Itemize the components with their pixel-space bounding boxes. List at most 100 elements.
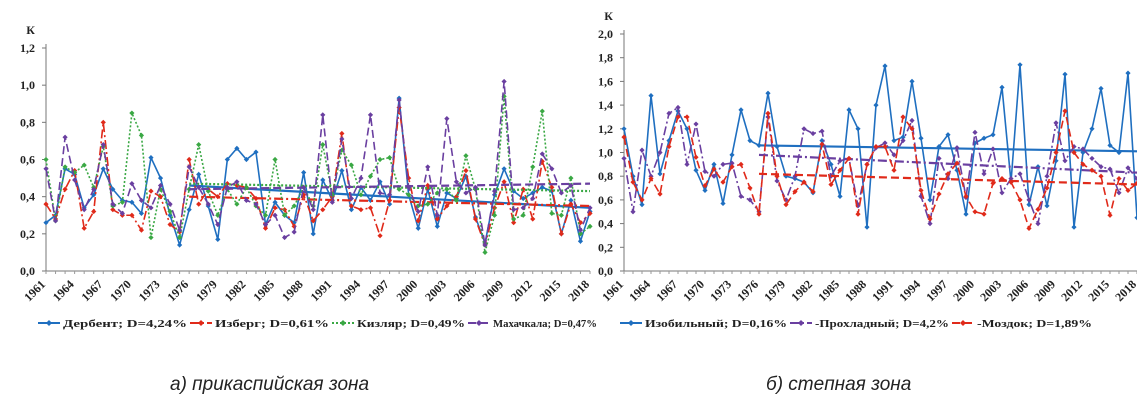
data-point [339, 168, 345, 174]
data-point [945, 132, 951, 138]
data-point [577, 227, 584, 233]
data-point [693, 167, 699, 173]
data-point [630, 209, 636, 215]
data-point [272, 205, 278, 211]
data-point [348, 162, 355, 168]
trend-line [189, 182, 591, 191]
data-point [1125, 165, 1131, 171]
data-point [472, 184, 479, 190]
y-tick-label: 0,4 [20, 190, 35, 204]
data-point [463, 153, 469, 159]
legend-marker [960, 320, 966, 326]
data-point [348, 203, 355, 209]
data-point [62, 134, 68, 140]
y-tick-label: 0,6 [20, 153, 35, 167]
x-tick-label: 2000 [393, 277, 420, 304]
series-line [45, 96, 591, 253]
data-point [765, 90, 771, 96]
data-point [377, 190, 383, 196]
data-point [377, 233, 383, 239]
data-point [756, 211, 762, 217]
y-tick-label: 0,2 [598, 240, 613, 254]
x-tick-label: 1988 [842, 277, 869, 304]
data-point [927, 197, 933, 203]
data-point [110, 186, 116, 192]
data-point [1098, 173, 1104, 179]
data-point [129, 110, 135, 116]
data-point [666, 110, 672, 116]
data-point [425, 164, 431, 170]
data-point [918, 187, 924, 194]
y-tick-label: 1,2 [598, 122, 613, 136]
data-point [837, 167, 843, 173]
data-point [684, 114, 690, 120]
data-point [819, 128, 825, 134]
data-point [62, 164, 68, 170]
data-point [234, 201, 240, 207]
data-point [262, 221, 269, 228]
data-point [415, 208, 421, 215]
data-point [1089, 167, 1095, 173]
y-axis-label: К [26, 23, 35, 37]
legend-label: Изобильный; D=0,16% [645, 318, 787, 330]
data-point [138, 132, 145, 138]
data-point [666, 143, 672, 150]
trend-line [758, 144, 1137, 153]
x-tick-label: 1970 [107, 277, 134, 304]
y-tick-label: 1,0 [598, 146, 613, 160]
data-point [511, 216, 517, 222]
data-point [91, 192, 97, 198]
data-point [587, 223, 593, 229]
legend-label: Махачкала; D=0,47% [493, 318, 597, 330]
legend-entry: -Прохладный; D=4,2% [790, 318, 949, 330]
x-tick-label: 2009 [1031, 277, 1058, 304]
data-point [215, 221, 221, 228]
data-point [1089, 155, 1095, 162]
trend-line [758, 172, 1137, 186]
data-point [1098, 85, 1104, 92]
data-point [138, 227, 145, 233]
data-point [320, 207, 326, 213]
data-point [530, 216, 536, 222]
data-point [568, 182, 574, 189]
data-point [320, 177, 326, 183]
data-point [846, 107, 852, 113]
data-point [846, 155, 852, 162]
data-point [281, 212, 288, 218]
data-point [177, 227, 183, 233]
data-point [281, 207, 288, 213]
series-line [623, 64, 1137, 228]
data-point [963, 211, 969, 217]
data-point [482, 249, 488, 256]
data-point [396, 97, 402, 103]
data-point [463, 190, 469, 196]
data-point [253, 201, 259, 207]
data-point [577, 238, 584, 244]
data-point [434, 190, 440, 196]
data-point [630, 179, 636, 185]
data-point [491, 188, 498, 194]
legend-marker [798, 320, 804, 326]
data-point [138, 197, 145, 203]
data-point [301, 169, 307, 176]
series-line [45, 98, 591, 248]
data-point [291, 203, 297, 209]
data-point [837, 158, 843, 164]
data-point [1080, 149, 1086, 156]
data-point [348, 207, 355, 213]
data-point [1116, 190, 1122, 196]
data-point [444, 190, 450, 196]
data-point [386, 201, 393, 207]
data-point [675, 114, 681, 120]
data-point [1044, 185, 1050, 191]
x-tick-label: 2003 [977, 277, 1004, 304]
data-point [657, 149, 663, 156]
data-point [738, 107, 744, 113]
y-tick-label: 1,2 [20, 41, 35, 55]
legend-marker [476, 320, 482, 326]
data-point [196, 184, 202, 190]
x-tick-label: 2009 [479, 277, 506, 304]
data-point [927, 216, 933, 222]
data-point [855, 211, 861, 217]
